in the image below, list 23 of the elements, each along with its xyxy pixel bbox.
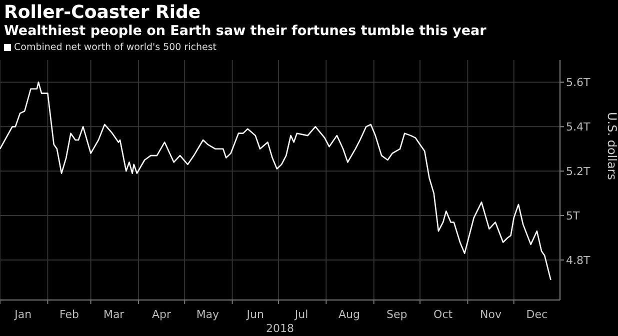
chart-title: Roller-Coaster Ride: [4, 2, 201, 23]
chart-subtitle: Wealthiest people on Earth saw their fortunes tumble this year: [4, 23, 486, 39]
legend-label: Combined net worth of world's 500 richest: [13, 42, 217, 53]
x-tick-label: Jul: [294, 308, 308, 321]
x-tick-label: Nov: [480, 308, 502, 321]
y-axis-title: U.S. dollars: [604, 112, 618, 180]
y-tick-label: 5.6T: [566, 76, 590, 90]
x-tick-label: Sep: [386, 308, 408, 321]
x-tick-label: Oct: [434, 308, 454, 321]
y-tick-label: 5.2T: [566, 165, 590, 178]
x-tick-label: Apr: [152, 308, 172, 321]
x-tick-label: Jan: [14, 308, 32, 321]
y-tick-label: 4.8T: [566, 254, 590, 267]
x-tick-label: May: [196, 308, 220, 321]
x-tick-label: Mar: [103, 308, 125, 321]
x-tick-label: Dec: [526, 308, 548, 321]
y-tick-label: 5.4T: [566, 120, 590, 134]
x-tick-label: Jun: [246, 308, 264, 321]
x-axis-title: 2018: [266, 322, 294, 335]
x-tick-label: Aug: [338, 308, 360, 321]
line-series: [0, 82, 552, 281]
x-tick-label: Feb: [59, 308, 79, 321]
y-tick-label: 5T: [566, 209, 580, 222]
